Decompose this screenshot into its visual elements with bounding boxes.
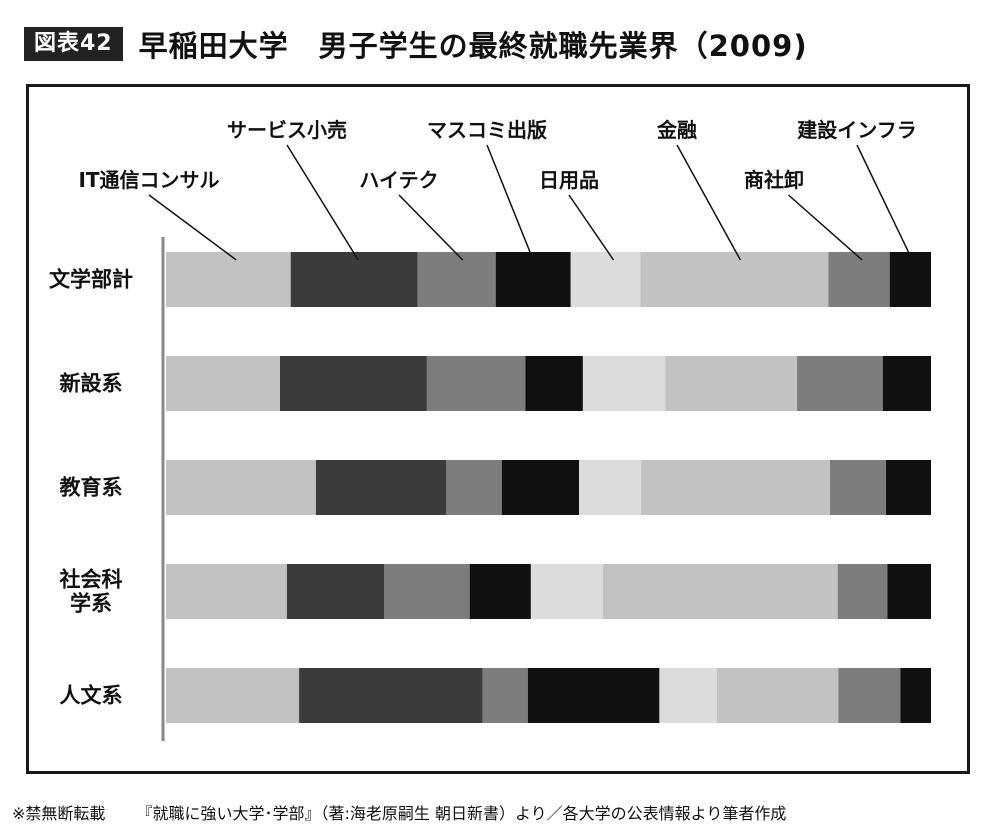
bar-segment bbox=[469, 564, 531, 619]
bar-segment bbox=[659, 668, 717, 723]
leader-line bbox=[787, 194, 863, 261]
bar-segment bbox=[570, 252, 641, 307]
bar-segment bbox=[797, 356, 883, 411]
bar-segment bbox=[384, 564, 470, 619]
legend-label: 金融 bbox=[656, 118, 697, 142]
bar-segment bbox=[525, 356, 583, 411]
bar-segment bbox=[828, 252, 890, 307]
chart-title: 早稲田大学 男子学生の最終就職先業界（2009) bbox=[138, 29, 808, 63]
legend-label: IT通信コンサル bbox=[78, 168, 219, 192]
bar-segment bbox=[501, 460, 580, 515]
legend-label: 商社卸 bbox=[744, 168, 804, 192]
source-credit: 『就職に強い大学･学部』（著:海老原嗣生 朝日新書）より／各大学の公表情報より筆… bbox=[136, 804, 787, 823]
bar-segment bbox=[482, 668, 528, 723]
bar-segment bbox=[426, 356, 526, 411]
bar-segment bbox=[641, 460, 831, 515]
legend-label: 日用品 bbox=[539, 168, 599, 192]
figure-number-badge: 図表42 bbox=[24, 27, 123, 61]
bar-segment bbox=[166, 252, 291, 307]
bar-segment bbox=[495, 252, 571, 307]
bar-segment bbox=[446, 460, 502, 515]
bar-segment bbox=[602, 564, 838, 619]
bar-segment bbox=[527, 668, 660, 723]
bar-segment bbox=[166, 356, 280, 411]
leader-line bbox=[568, 194, 615, 261]
leader-line bbox=[486, 144, 534, 261]
bar-segment bbox=[885, 460, 931, 515]
bar-segment bbox=[286, 564, 385, 619]
bar-segment bbox=[166, 460, 316, 515]
bar-segment bbox=[900, 668, 931, 723]
category-label: 社会科学系 bbox=[59, 568, 123, 616]
bar-segment bbox=[837, 564, 888, 619]
legend-label: ハイテク bbox=[359, 168, 438, 192]
copyright-note: ※禁無断転載 bbox=[12, 804, 106, 823]
bar-segment bbox=[830, 460, 886, 515]
bar-segment bbox=[579, 460, 642, 515]
category-label: 人文系 bbox=[60, 684, 123, 708]
chart-footer: ※禁無断転載 『就職に強い大学･学部』（著:海老原嗣生 朝日新書）より／各大学の… bbox=[12, 800, 786, 824]
bar-segment bbox=[166, 668, 300, 723]
bar-segment bbox=[838, 668, 901, 723]
bar-segment bbox=[417, 252, 496, 307]
leader-line bbox=[676, 144, 742, 261]
category-label: 教育系 bbox=[60, 476, 123, 500]
bar-segment bbox=[640, 252, 829, 307]
category-label: 新設系 bbox=[60, 372, 123, 396]
bar-segment bbox=[889, 252, 931, 307]
bar-segment bbox=[530, 564, 603, 619]
bar-segment bbox=[290, 252, 418, 307]
bar-segment bbox=[582, 356, 666, 411]
bar-segment bbox=[716, 668, 839, 723]
chart-header: 図表42 早稲田大学 男子学生の最終就職先業界（2009) bbox=[24, 26, 808, 63]
leader-line bbox=[856, 144, 913, 261]
bar-segment bbox=[299, 668, 483, 723]
legend-label: マスコミ出版 bbox=[427, 118, 547, 142]
chart-frame: 文学部計新設系教育系社会科学系人文系 IT通信コンサル サービス小売ハイテク マスコミ… bbox=[26, 84, 970, 774]
bar-segment bbox=[315, 460, 446, 515]
bar-segment bbox=[665, 356, 798, 411]
leader-line bbox=[148, 194, 237, 261]
legend-label: サービス小売 bbox=[227, 118, 347, 142]
bar-segment bbox=[887, 564, 931, 619]
leader-line bbox=[286, 144, 359, 261]
leader-line bbox=[398, 194, 464, 261]
bar-segment bbox=[280, 356, 427, 411]
bar-segment bbox=[166, 564, 287, 619]
bar-segment bbox=[882, 356, 931, 411]
category-label: 文学部計 bbox=[49, 268, 133, 292]
legend-label: 建設インフラ bbox=[797, 118, 916, 142]
